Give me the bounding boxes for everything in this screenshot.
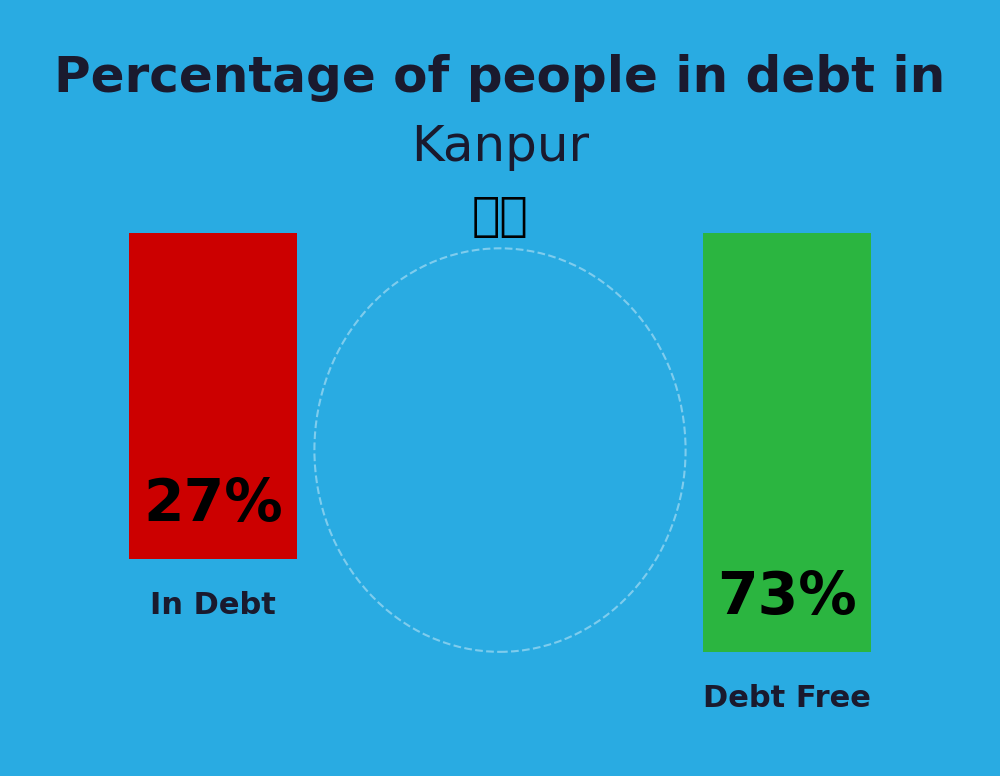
Text: 🇮🇳: 🇮🇳 — [472, 195, 528, 240]
Text: 73%: 73% — [717, 569, 857, 626]
Text: 27%: 27% — [143, 476, 283, 533]
Text: Kanpur: Kanpur — [411, 123, 589, 171]
Text: Percentage of people in debt in: Percentage of people in debt in — [54, 54, 946, 102]
Bar — [703, 233, 871, 652]
Text: Debt Free: Debt Free — [703, 684, 871, 713]
Bar — [129, 233, 297, 559]
Text: In Debt: In Debt — [150, 591, 276, 620]
